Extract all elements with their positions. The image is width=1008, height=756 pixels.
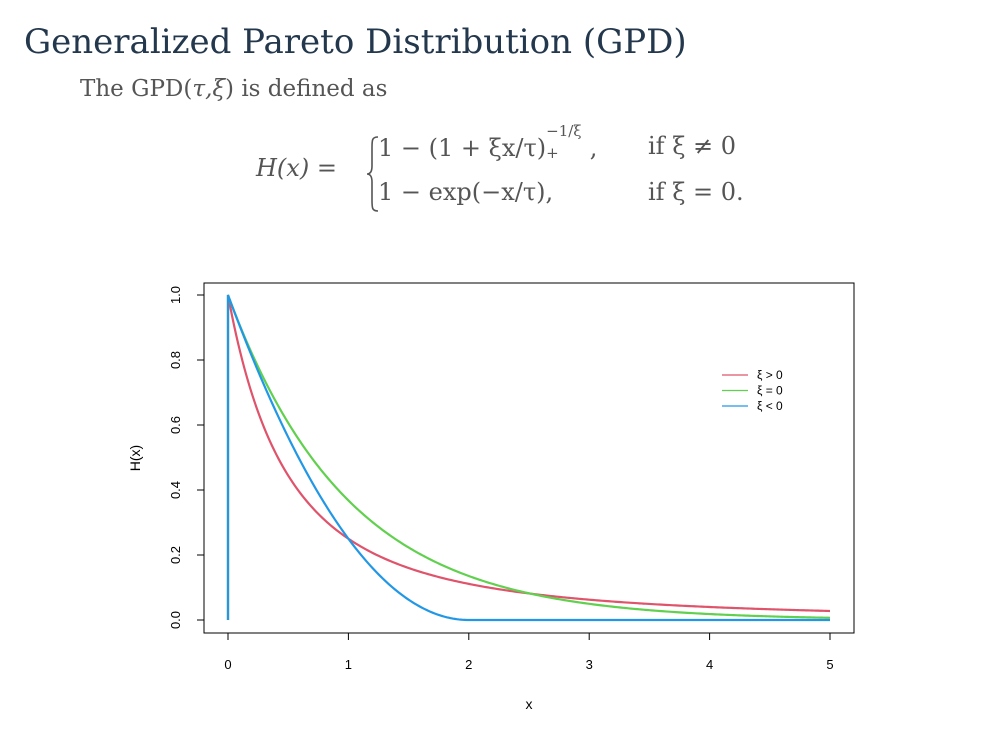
series-line-2 — [226, 294, 830, 622]
case1-subscript: + — [546, 144, 559, 162]
legend-label: ξ < 0 — [757, 399, 783, 413]
formula-lhs: H(x) = — [256, 154, 337, 182]
formula-case-2: 1 − exp(−x/τ), — [378, 178, 554, 206]
gpd-formula: H(x) = 1 − (1 + ξx/τ) −1/ξ + , if ξ ≠ 0 1 … — [256, 122, 776, 218]
formula-brace — [366, 136, 379, 212]
x-tick-label: 3 — [586, 657, 593, 672]
case1-scripts: −1/ξ + — [546, 122, 582, 162]
y-tick-label: 0.8 — [168, 351, 183, 369]
legend-label: ξ > 0 — [757, 368, 783, 382]
intro-params: τ,ξ — [192, 76, 226, 102]
formula-condition-1: if ξ ≠ 0 — [648, 132, 737, 160]
intro-prefix: The GPD( — [80, 76, 193, 102]
case1-expr: 1 − (1 + ξx/τ) — [378, 134, 547, 162]
series-line-1 — [226, 294, 831, 620]
x-tick-label: 2 — [465, 657, 472, 672]
x-tick-label: 4 — [706, 657, 713, 672]
plot-frame — [203, 282, 855, 634]
y-tick-label: 0.2 — [168, 546, 183, 564]
y-tick-label: 0.0 — [168, 611, 183, 629]
series-layer — [226, 294, 831, 622]
legend-label: ξ = 0 — [757, 384, 783, 398]
y-tick-label: 0.6 — [168, 416, 183, 434]
intro-suffix: ) is defined as — [225, 76, 388, 102]
legend: ξ > 0 ξ = 0ξ < 0 — [722, 368, 783, 413]
x-axis: 0 1 2 3 4 5 — [224, 632, 834, 672]
series-line-0 — [226, 294, 831, 620]
formula-condition-2: if ξ = 0. — [648, 178, 744, 206]
y-tick-label: 1.0 — [168, 286, 183, 304]
x-tick-label: 1 — [345, 657, 352, 672]
formula-case-1: 1 − (1 + ξx/τ) −1/ξ + , — [378, 122, 598, 162]
x-tick-label: 5 — [826, 657, 833, 672]
case1-punct: , — [582, 134, 598, 162]
x-axis-label: x — [526, 696, 533, 712]
case1-superscript: −1/ξ — [546, 122, 582, 140]
y-axis-label: H(x) — [127, 445, 143, 471]
intro-text: The GPD(τ,ξ) is defined as — [80, 76, 387, 102]
y-tick-label: 0.4 — [168, 481, 183, 499]
y-axis: 0.0 0.2 0.4 0.6 0.8 1.0 — [168, 286, 205, 629]
slide-title: Generalized Pareto Distribution (GPD) — [24, 22, 687, 62]
x-tick-label: 0 — [224, 657, 231, 672]
